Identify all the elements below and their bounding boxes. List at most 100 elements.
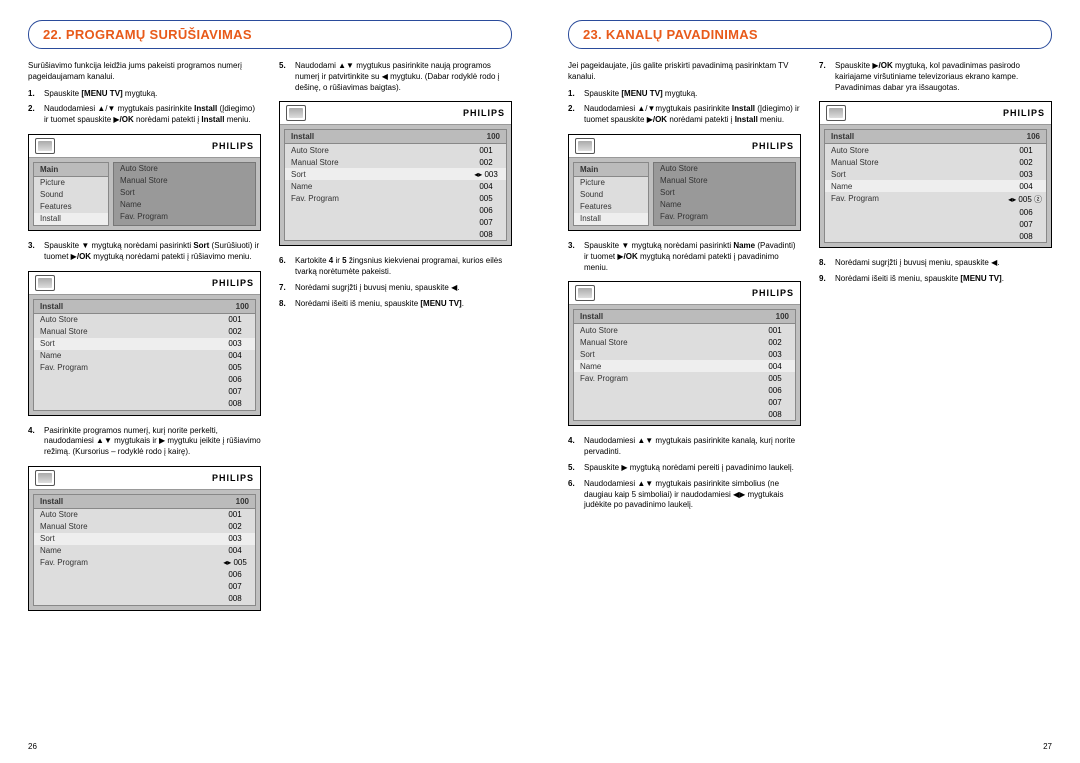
- section-title-22: 22. PROGRAMŲ SURŪŠIAVIMAS: [28, 20, 512, 49]
- left-col-1: Surūšiavimo funkcija leidžia jums pakeis…: [28, 61, 261, 621]
- menu-row: 007: [574, 396, 795, 408]
- tv-icon: [575, 285, 595, 301]
- menu-item: Manual Store: [654, 175, 795, 187]
- menu-row: 008: [825, 230, 1046, 242]
- page-number: 27: [1043, 742, 1052, 751]
- menu-item: Sound: [34, 189, 108, 201]
- menu-row: Fav. Program005: [574, 372, 795, 384]
- instruction-step: 4.Naudodamiesi ▲▼ mygtukais pasirinkite …: [568, 436, 801, 458]
- menu-item: Sort: [654, 187, 795, 199]
- menu-row: Name004: [34, 545, 255, 557]
- instruction-step: 1.Spauskite [MENU TV] mygtuką.: [28, 89, 261, 100]
- menu-row: 006: [574, 384, 795, 396]
- tv-menu: PHILIPSInstall100Auto Store001Manual Sto…: [279, 101, 512, 246]
- menu-row: Auto Store001: [34, 509, 255, 521]
- menu-item: Picture: [34, 177, 108, 189]
- page-left: 22. PROGRAMŲ SURŪŠIAVIMAS Surūšiavimo fu…: [0, 0, 540, 763]
- menu-row: Sort003: [34, 533, 255, 545]
- menu-row: 007: [34, 386, 255, 398]
- tv-icon: [35, 138, 55, 154]
- instruction-step: 2.Naudodamiesi ▲/▼ mygtukais pasirinkite…: [28, 104, 261, 126]
- instruction-step: 5.Naudodami ▲▼ mygtukus pasirinkite nauj…: [279, 61, 512, 93]
- brand-label: PHILIPS: [212, 473, 254, 483]
- menu-row: Name004: [285, 180, 506, 192]
- menu-item: Fav. Program: [654, 211, 795, 223]
- right-col-1: Jei pageidaujate, jūs galite priskirti p…: [568, 61, 801, 516]
- tv-menu: PHILIPSInstall106Auto Store001Manual Sto…: [819, 101, 1052, 248]
- menu-item: Name: [654, 199, 795, 211]
- menu-row: 006: [285, 204, 506, 216]
- menu-row: 007: [34, 581, 255, 593]
- tv-icon: [35, 275, 55, 291]
- instruction-step: 8.Norėdami išeiti iš meniu, spauskite [M…: [279, 299, 512, 310]
- menu-row: Fav. Program005: [285, 192, 506, 204]
- menu-row: Manual Store002: [34, 521, 255, 533]
- menu-item: Sort: [114, 187, 255, 199]
- tv-menu: PHILIPSInstall100Auto Store001Manual Sto…: [568, 281, 801, 426]
- tv-menu: PHILIPSInstall100Auto Store001Manual Sto…: [28, 271, 261, 416]
- menu-item: Auto Store: [654, 163, 795, 175]
- menu-row: Auto Store001: [574, 324, 795, 336]
- menu-row: Fav. Program◂▸ 005 ⓩ: [825, 192, 1046, 206]
- menu-row: Auto Store001: [825, 144, 1046, 156]
- tv-icon: [286, 105, 306, 121]
- instruction-step: 5.Spauskite ▶ mygtuką norėdami pereiti į…: [568, 463, 801, 474]
- tv-menu: PHILIPSInstall100Auto Store001Manual Sto…: [28, 466, 261, 611]
- menu-row: Sort003: [825, 168, 1046, 180]
- brand-label: PHILIPS: [752, 141, 794, 151]
- menu-row: Auto Store001: [285, 144, 506, 156]
- menu-row: 008: [285, 228, 506, 240]
- instruction-step: 4.Pasirinkite programos numerį, kurį nor…: [28, 426, 261, 458]
- menu-row: Name004: [825, 180, 1046, 192]
- brand-label: PHILIPS: [212, 278, 254, 288]
- menu-row: Auto Store001: [34, 314, 255, 326]
- brand-label: PHILIPS: [212, 141, 254, 151]
- instruction-step: 1.Spauskite [MENU TV] mygtuką.: [568, 89, 801, 100]
- menu-item: Auto Store: [114, 163, 255, 175]
- instruction-step: 6.Kartokite 4 ir 5 žingsnius kiekvienai …: [279, 256, 512, 278]
- menu-item: Install: [574, 213, 648, 225]
- tv-menu: PHILIPSMainPictureSoundFeaturesInstallAu…: [568, 134, 801, 231]
- instruction-step: 3.Spauskite ▼ mygtuką norėdami pasirinkt…: [28, 241, 261, 263]
- menu-item: Fav. Program: [114, 211, 255, 223]
- menu-item: Install: [34, 213, 108, 225]
- instruction-step: 7.Norėdami sugrįžti į buvusį meniu, spau…: [279, 283, 512, 294]
- menu-row: Manual Store002: [285, 156, 506, 168]
- brand-label: PHILIPS: [752, 288, 794, 298]
- menu-row: 007: [285, 216, 506, 228]
- menu-item: Manual Store: [114, 175, 255, 187]
- tv-icon: [575, 138, 595, 154]
- tv-icon: [826, 105, 846, 121]
- intro-text: Jei pageidaujate, jūs galite priskirti p…: [568, 61, 801, 83]
- menu-row: Sort003: [574, 348, 795, 360]
- instruction-step: 9.Norėdami išeiti iš meniu, spauskite [M…: [819, 274, 1052, 285]
- menu-row: Manual Store002: [34, 326, 255, 338]
- brand-label: PHILIPS: [1003, 108, 1045, 118]
- right-col-2: 7.Spauskite ▶/OK mygtuką, kol pavadinima…: [819, 61, 1052, 516]
- menu-item: Features: [574, 201, 648, 213]
- menu-row: 006: [34, 569, 255, 581]
- tv-menu: PHILIPSMainPictureSoundFeaturesInstallAu…: [28, 134, 261, 231]
- instruction-step: 6.Naudodamiesi ▲▼ mygtukais pasirinkite …: [568, 479, 801, 511]
- instruction-step: 2.Naudodamiesi ▲/▼mygtukais pasirinkite …: [568, 104, 801, 126]
- menu-row: Manual Store002: [574, 336, 795, 348]
- menu-row: Sort003: [34, 338, 255, 350]
- instruction-step: 3.Spauskite ▼ mygtuką norėdami pasirinkt…: [568, 241, 801, 273]
- intro-text: Surūšiavimo funkcija leidžia jums pakeis…: [28, 61, 261, 83]
- left-col-2: 5.Naudodami ▲▼ mygtukus pasirinkite nauj…: [279, 61, 512, 621]
- page-number: 26: [28, 742, 37, 751]
- menu-item: Picture: [574, 177, 648, 189]
- menu-row: Name004: [34, 350, 255, 362]
- section-title-23: 23. KANALŲ PAVADINIMAS: [568, 20, 1052, 49]
- menu-row: Manual Store002: [825, 156, 1046, 168]
- menu-row: 008: [574, 408, 795, 420]
- menu-row: Name004: [574, 360, 795, 372]
- menu-row: Sort◂▸ 003: [285, 168, 506, 180]
- instruction-step: 7.Spauskite ▶/OK mygtuką, kol pavadinima…: [819, 61, 1052, 93]
- brand-label: PHILIPS: [463, 108, 505, 118]
- page-right: 23. KANALŲ PAVADINIMAS Jei pageidaujate,…: [540, 0, 1080, 763]
- menu-row: Fav. Program◂▸ 005: [34, 557, 255, 569]
- menu-row: 006: [34, 374, 255, 386]
- menu-item: Name: [114, 199, 255, 211]
- menu-item: Features: [34, 201, 108, 213]
